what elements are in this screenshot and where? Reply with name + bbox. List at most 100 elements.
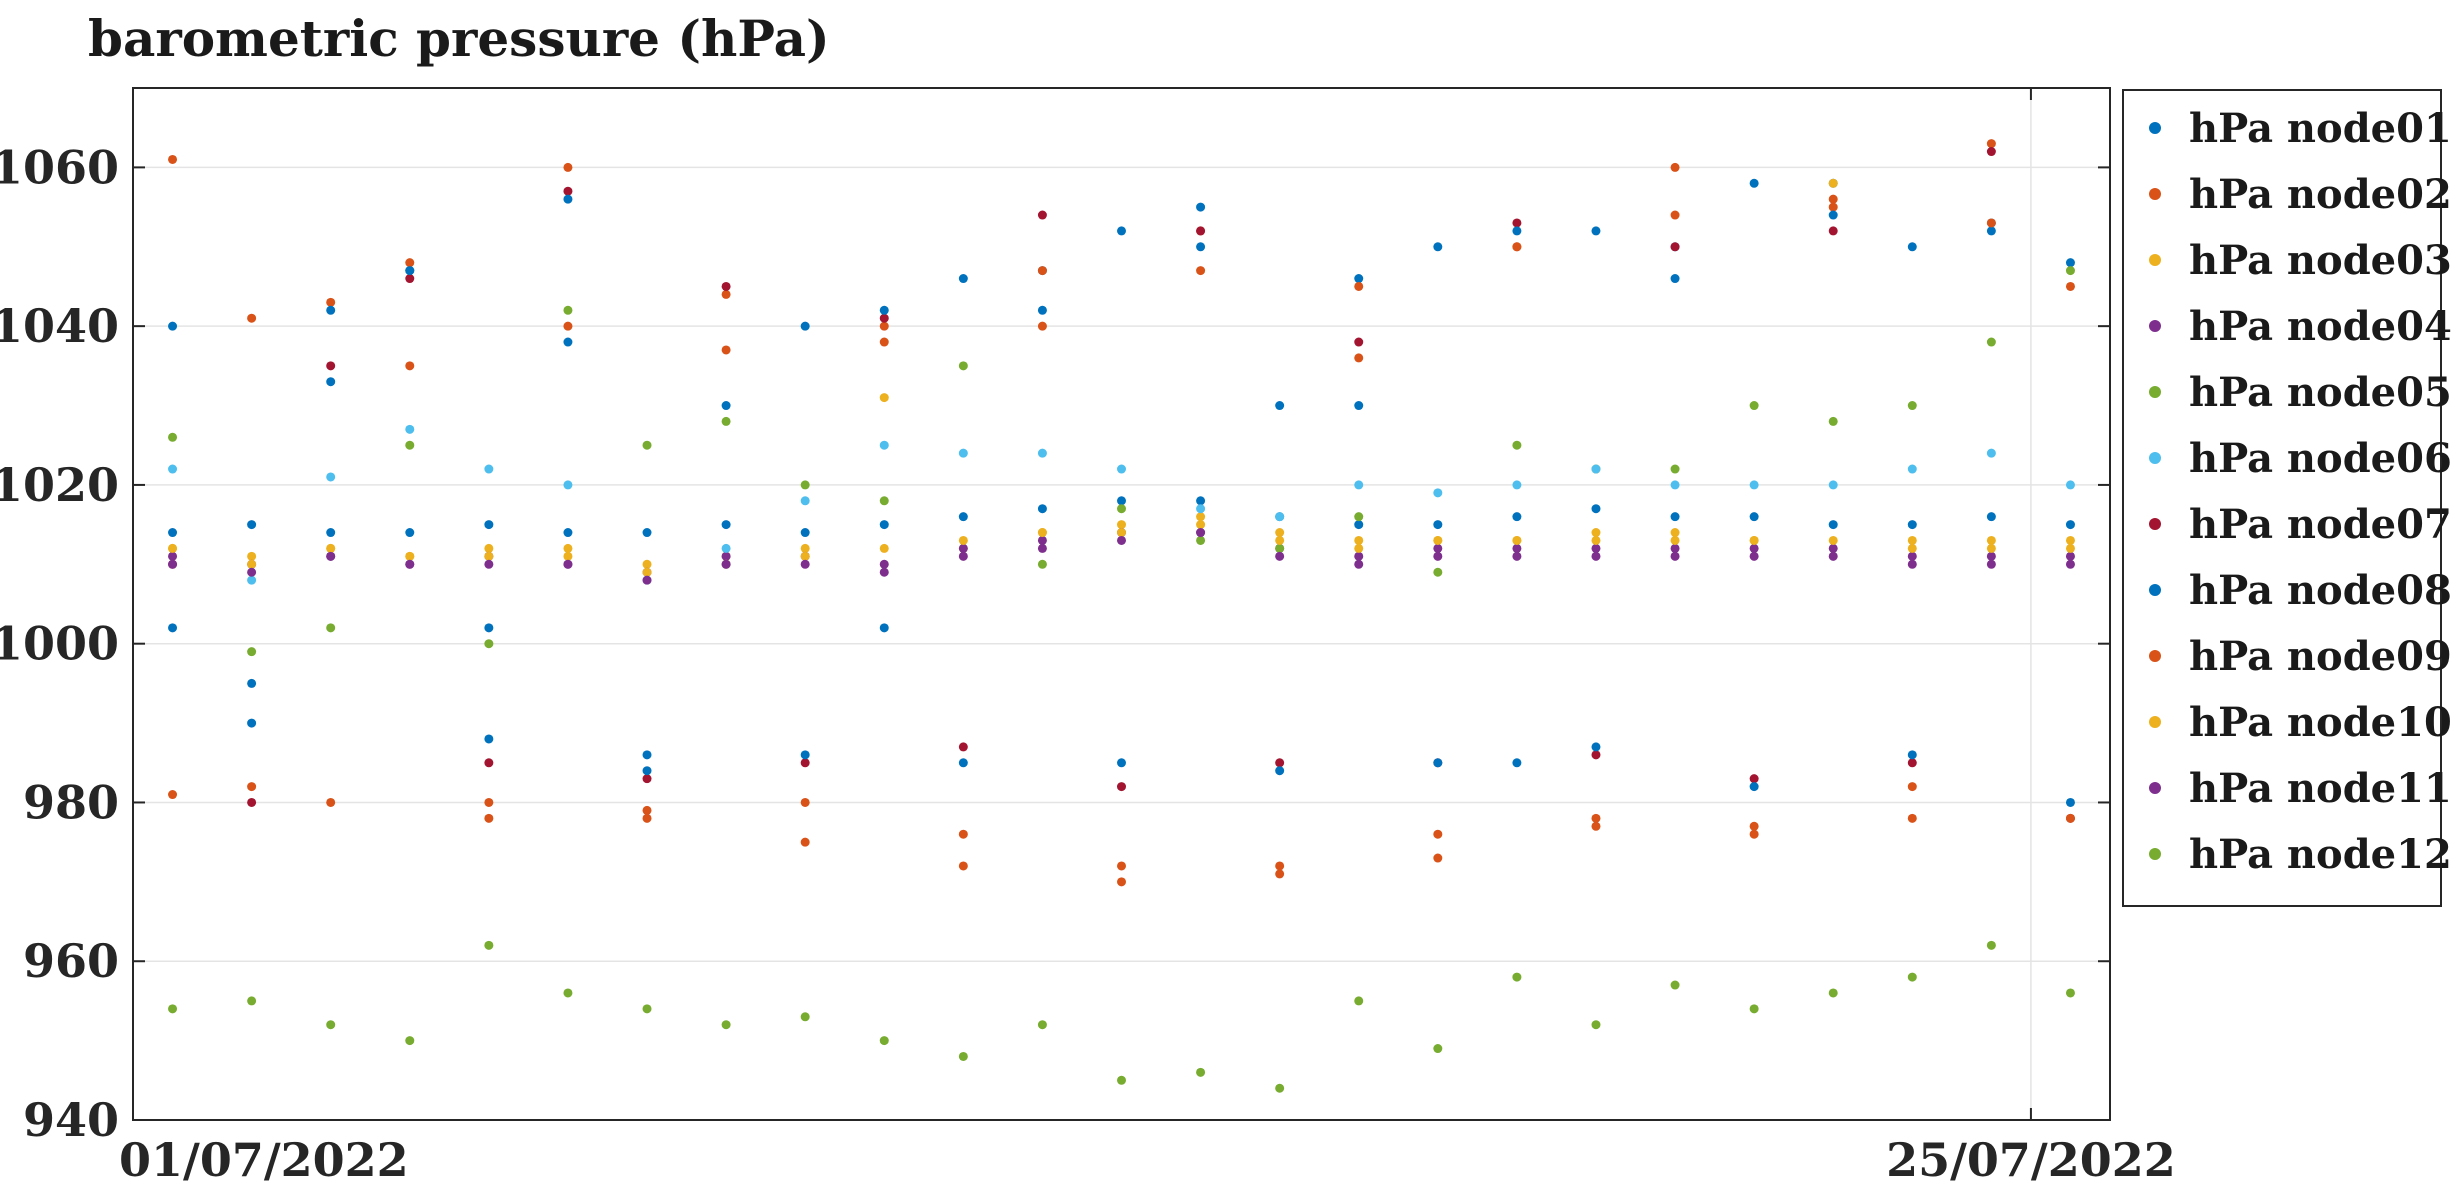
- data-point-hpa-node11: [1907, 559, 1917, 569]
- legend-label: hPa node09: [2189, 633, 2452, 680]
- data-point-hpa-node11: [1591, 551, 1601, 561]
- data-point-hpa-node01-baseline: [1591, 504, 1601, 514]
- data-point-hpa-node12: [1433, 1044, 1443, 1054]
- data-point-hpa-node01-baseline: [168, 528, 178, 538]
- data-point-hpa-node06: [1907, 464, 1917, 474]
- data-point-hpa-node02: [1591, 821, 1601, 831]
- data-point-hpa-node05: [1117, 504, 1126, 514]
- data-point-hpa-node06: [1275, 512, 1285, 522]
- data-point-hpa-node08: [721, 401, 731, 411]
- data-point-hpa-node05: [1196, 535, 1206, 545]
- data-point-hpa-node07: [642, 774, 652, 784]
- data-point-hpa-node04: [168, 551, 178, 561]
- data-point-hpa-node05: [405, 440, 415, 450]
- data-point-hpa-node08: [326, 305, 336, 315]
- chart-title: barometric pressure (hPa): [88, 9, 830, 68]
- data-point-hpa-node10: [563, 551, 573, 561]
- data-point-hpa-node01: [326, 377, 336, 387]
- data-point-hpa-node11: [1749, 551, 1759, 561]
- data-point-hpa-node10: [958, 535, 968, 545]
- data-point-hpa-node08: [958, 758, 968, 768]
- data-point-hpa-node11: [800, 559, 810, 569]
- data-point-hpa-node04: [1986, 551, 1996, 561]
- data-point-hpa-node01-baseline: [326, 528, 336, 538]
- data-point-hpa-node09: [1591, 813, 1601, 823]
- data-point-hpa-node07: [1117, 782, 1126, 792]
- data-point-hpa-node07: [1354, 337, 1364, 347]
- data-point-hpa-node06: [563, 480, 573, 490]
- data-point-hpa-node08: [1433, 758, 1443, 768]
- legend-label: hPa node04: [2189, 303, 2452, 350]
- data-point-hpa-node10: [1196, 520, 1206, 530]
- data-point-hpa-node03: [2065, 535, 2075, 545]
- gridlines: [133, 88, 2110, 1121]
- data-point-hpa-node09: [1986, 218, 1996, 228]
- data-point-hpa-node08: [800, 750, 810, 760]
- data-point-hpa-node12: [642, 1004, 652, 1014]
- data-point-hpa-node12: [168, 1004, 178, 1014]
- series-hpa-node02: [168, 139, 2075, 871]
- data-point-hpa-node09: [1433, 853, 1443, 863]
- legend-marker: [2149, 848, 2161, 860]
- data-point-hpa-node02: [1670, 162, 1680, 172]
- data-point-hpa-node05: [1986, 337, 1996, 347]
- data-point-hpa-node02: [1275, 861, 1285, 871]
- data-point-hpa-node11: [247, 567, 257, 577]
- legend-marker: [2149, 254, 2161, 266]
- data-point-hpa-node02: [1828, 202, 1838, 212]
- data-point-hpa-node01-baseline: [1117, 496, 1126, 506]
- data-point-hpa-node03: [879, 393, 889, 403]
- data-point-hpa-node05: [1275, 543, 1285, 553]
- data-point-hpa-node04: [1591, 543, 1601, 553]
- legend-label: hPa node03: [2189, 237, 2452, 284]
- data-point-hpa-node01-baseline: [2065, 520, 2075, 530]
- data-point-hpa-node01-baseline: [1828, 520, 1838, 530]
- legend-marker: [2149, 188, 2161, 200]
- data-point-hpa-node04: [1828, 543, 1838, 553]
- data-point-hpa-node08: [1907, 750, 1917, 760]
- data-point-hpa-node11: [168, 559, 178, 569]
- data-point-hpa-node05: [247, 647, 257, 657]
- series-hpa-node11: [168, 528, 2075, 585]
- data-point-hpa-node01-baseline: [405, 528, 415, 538]
- data-point-hpa-node08: [484, 734, 494, 744]
- data-point-hpa-node01: [1433, 242, 1443, 252]
- data-point-hpa-node06: [1512, 480, 1522, 490]
- data-point-hpa-node05: [958, 361, 968, 371]
- legend-marker: [2149, 452, 2161, 464]
- data-point-hpa-node09: [326, 797, 336, 807]
- data-point-hpa-node06: [1117, 464, 1126, 474]
- data-point-hpa-node10: [1591, 535, 1601, 545]
- data-point-hpa-node12: [326, 1020, 336, 1030]
- data-point-hpa-node01: [1275, 401, 1285, 411]
- series-hpa-node08: [168, 194, 2075, 807]
- data-point-hpa-node11: [642, 575, 652, 585]
- data-point-hpa-node06: [168, 464, 178, 474]
- data-point-hpa-node01: [1354, 274, 1364, 284]
- data-point-hpa-node12: [1117, 1075, 1126, 1085]
- data-point-hpa-node11: [1512, 551, 1522, 561]
- data-point-hpa-node11: [1670, 551, 1680, 561]
- data-point-hpa-node02: [484, 797, 494, 807]
- series-hpa-node10: [168, 520, 2075, 577]
- data-point-hpa-node08: [405, 266, 415, 276]
- data-point-hpa-node11: [1196, 528, 1206, 538]
- series-hpa-node06: [168, 424, 2075, 585]
- data-point-hpa-node05: [1037, 559, 1047, 569]
- data-point-hpa-node10: [1986, 543, 1996, 553]
- data-point-hpa-node03: [800, 543, 810, 553]
- data-point-hpa-node09: [1749, 821, 1759, 831]
- data-point-hpa-node06: [1196, 504, 1206, 514]
- data-point-hpa-node08: [1986, 226, 1996, 236]
- data-point-hpa-node12: [721, 1020, 731, 1030]
- data-point-hpa-node12: [800, 1012, 810, 1022]
- data-point-hpa-node11: [1986, 559, 1996, 569]
- data-point-hpa-node07: [326, 361, 336, 371]
- data-point-hpa-node03: [1275, 528, 1285, 538]
- data-point-hpa-node03: [1986, 535, 1996, 545]
- data-point-hpa-node12: [247, 996, 257, 1006]
- data-point-hpa-node07: [1196, 226, 1206, 236]
- data-point-hpa-node01-baseline: [484, 520, 494, 530]
- data-point-hpa-node06: [1037, 448, 1047, 458]
- data-point-hpa-node01: [247, 678, 257, 688]
